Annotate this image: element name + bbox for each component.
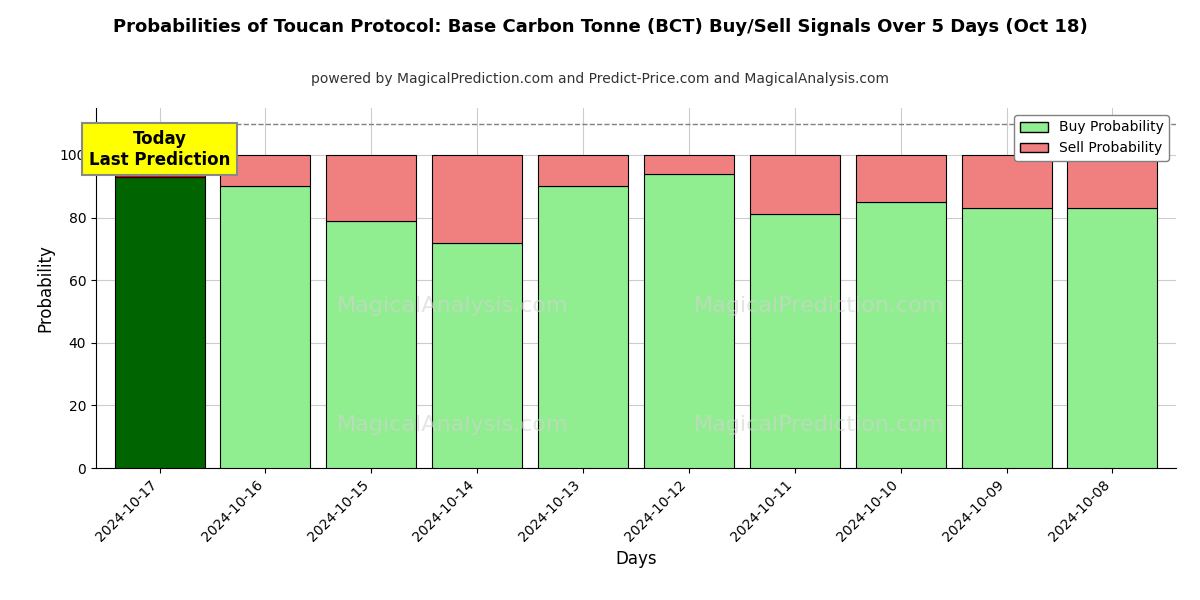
X-axis label: Days: Days bbox=[616, 550, 656, 568]
Bar bbox=[326, 221, 416, 468]
Bar bbox=[221, 155, 311, 186]
Text: MagicalPrediction.com: MagicalPrediction.com bbox=[695, 296, 944, 316]
Bar bbox=[750, 214, 840, 468]
Bar bbox=[961, 155, 1051, 208]
Bar bbox=[538, 186, 628, 468]
Bar bbox=[644, 155, 734, 174]
Bar bbox=[432, 155, 522, 242]
Text: MagicalAnalysis.com: MagicalAnalysis.com bbox=[336, 415, 569, 435]
Bar bbox=[114, 177, 204, 468]
Y-axis label: Probability: Probability bbox=[36, 244, 54, 332]
Bar bbox=[326, 155, 416, 221]
Text: MagicalAnalysis.com: MagicalAnalysis.com bbox=[336, 296, 569, 316]
Bar bbox=[432, 242, 522, 468]
Bar bbox=[750, 155, 840, 214]
Text: Today
Last Prediction: Today Last Prediction bbox=[89, 130, 230, 169]
Bar bbox=[961, 208, 1051, 468]
Bar bbox=[221, 186, 311, 468]
Bar bbox=[1068, 208, 1158, 468]
Bar bbox=[856, 202, 946, 468]
Bar bbox=[1068, 155, 1158, 208]
Text: powered by MagicalPrediction.com and Predict-Price.com and MagicalAnalysis.com: powered by MagicalPrediction.com and Pre… bbox=[311, 72, 889, 86]
Text: MagicalPrediction.com: MagicalPrediction.com bbox=[695, 415, 944, 435]
Bar bbox=[644, 174, 734, 468]
Bar bbox=[856, 155, 946, 202]
Legend: Buy Probability, Sell Probability: Buy Probability, Sell Probability bbox=[1014, 115, 1169, 161]
Text: Probabilities of Toucan Protocol: Base Carbon Tonne (BCT) Buy/Sell Signals Over : Probabilities of Toucan Protocol: Base C… bbox=[113, 18, 1087, 36]
Bar bbox=[114, 155, 204, 177]
Bar bbox=[538, 155, 628, 186]
